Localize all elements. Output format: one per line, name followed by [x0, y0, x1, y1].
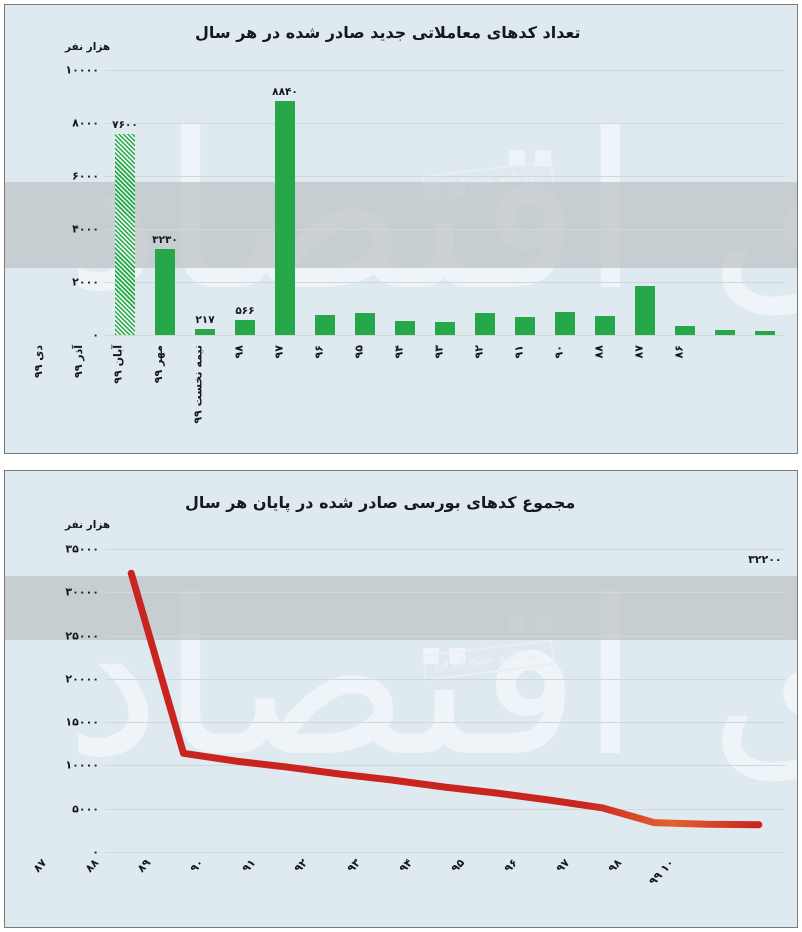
x-axis-tick-label: ۹۵	[448, 856, 468, 876]
gridline	[105, 808, 785, 810]
x-axis-tick-label: ۹۲	[472, 345, 485, 359]
bar	[514, 316, 536, 335]
page-title-line-chart: مجموع کدهای بورسی صادر شده در پایان هر س…	[185, 493, 576, 512]
gridline	[105, 549, 785, 550]
gridline	[105, 335, 785, 336]
x-axis-tick-label: ۹۶	[501, 856, 520, 876]
y-axis-tick-label: ۲۰۰۰	[72, 275, 99, 289]
y-axis-tick-label: ۲۵۰۰۰	[65, 629, 99, 643]
x-axis-tick-label: ۹۰	[187, 856, 206, 876]
y-axis-tick-label: ۳۰۰۰۰	[65, 585, 99, 599]
x-axis-tick-label: ۹۴	[392, 345, 405, 359]
gridline	[105, 176, 785, 177]
x-axis-tick-label: ۹۲	[291, 856, 311, 876]
bar-value-label: ۵۶۶	[235, 305, 255, 317]
x-axis-tick-label: ۹۷	[553, 856, 573, 876]
x-axis-tick-label: ۱۰ ۹۹	[646, 856, 677, 888]
x-axis-tick-label: ۸۷	[632, 345, 645, 359]
gridline	[105, 592, 785, 594]
x-axis-tick-label: ۸۶	[672, 345, 685, 359]
x-axis-tick-label: مهر ۹۹	[152, 345, 165, 384]
x-axis-tick-label: ۸۸	[592, 345, 605, 359]
bar	[274, 100, 296, 335]
bar	[354, 313, 376, 335]
line-chart-panel: دنیای اقتصاد روزنامه صبح ایران مجموع کده…	[4, 470, 798, 928]
bar	[394, 321, 416, 335]
line-value-label: ۳۲۲۰۰	[748, 553, 782, 567]
bar	[154, 249, 176, 335]
gridline	[105, 678, 785, 680]
y-axis-tick-label: ۵۰۰۰	[72, 802, 99, 816]
bar	[314, 315, 336, 335]
bar-value-label: ۷۶۰۰	[112, 118, 138, 131]
y-axis-tick-label: ۰	[92, 845, 99, 859]
x-axis-tick-label: ۸۹	[134, 856, 154, 876]
x-axis-tick-label: آذر ۹۹	[72, 345, 85, 379]
x-axis-tick-label: ۹۱	[239, 856, 259, 876]
bar	[594, 315, 616, 335]
x-axis-tick-label: ۹۱	[512, 345, 525, 359]
x-axis-tick-label: دی ۹۹	[32, 345, 45, 378]
y-axis-tick-label: ۱۰۰۰۰	[65, 63, 99, 77]
y-axis-tick-label: ۱۵۰۰۰	[65, 715, 99, 729]
bar	[114, 133, 136, 335]
line-series	[127, 569, 763, 829]
x-axis-tick-label: ۹۰	[552, 345, 565, 359]
y-axis-unit-line: هزار نفر	[65, 519, 111, 531]
bar	[434, 322, 456, 335]
bar	[674, 325, 696, 335]
gridline	[105, 123, 785, 124]
x-axis-tick-label: آبان ۹۹	[112, 345, 125, 384]
y-axis-tick-label: ۱۰۰۰۰	[65, 758, 99, 772]
shaded-band	[5, 182, 797, 268]
gridline	[105, 70, 785, 71]
gridline	[105, 852, 785, 853]
y-axis-tick-label: ۸۰۰۰	[72, 116, 99, 130]
bar-value-label: ۲۱۷	[195, 314, 215, 327]
bar-value-label: ۳۲۳۰	[152, 234, 178, 247]
x-axis-tick-label: نیمه نخست ۹۹	[192, 345, 205, 424]
gridline	[105, 722, 785, 724]
gridline	[105, 282, 785, 283]
page-title-bar-chart: تعداد کدهای معاملاتی جدید صادر شده در هر…	[195, 23, 581, 42]
bar	[714, 329, 736, 335]
y-axis-tick-label: ۴۰۰۰	[72, 222, 99, 236]
gridline	[105, 635, 785, 637]
x-axis-tick-label: ۹۳	[344, 856, 363, 876]
x-axis-tick-label: ۹۳	[432, 345, 445, 359]
y-axis-unit-bar: هزار نفر	[65, 41, 111, 53]
x-axis-tick-label: ۹۶	[312, 345, 325, 359]
x-axis-tick-label: ۹۸	[232, 345, 245, 359]
bar-value-label: ۸۸۴۰	[272, 85, 298, 98]
y-axis-tick-label: ۰	[92, 328, 99, 342]
gridline	[105, 229, 785, 230]
line-plot-area: ۰ ۵۰۰۰ ۱۰۰۰۰ ۱۵۰۰۰ ۲۰۰۰۰ ۲۵۰۰۰ ۳۰۰۰۰ ۳۵۰۰۰ ۳۲۲۰۰	[65, 543, 785, 859]
x-axis-tick-label: ۹۴	[396, 856, 416, 876]
bar	[474, 312, 496, 335]
y-axis-tick-label: ۲۰۰۰۰	[65, 672, 99, 686]
x-axis-tick-label: ۹۷	[272, 345, 285, 359]
bar	[754, 331, 776, 335]
gridline	[105, 765, 785, 767]
x-axis-tick-label: ۹۸	[605, 856, 625, 876]
bar-chart-panel: دنیای اقتصاد روزنامه صبح ایران تعداد کده…	[4, 4, 798, 454]
y-axis-tick-label: ۳۵۰۰۰	[65, 542, 99, 556]
bar	[554, 312, 576, 335]
bar	[634, 285, 656, 335]
y-axis-tick-label: ۶۰۰۰	[72, 169, 99, 183]
bar	[234, 320, 256, 335]
x-axis-tick-label: ۹۵	[352, 345, 365, 359]
x-axis-tick-label: ۸۸	[82, 856, 102, 876]
x-axis-tick-label: ۸۷	[30, 856, 49, 876]
bar	[194, 329, 216, 335]
bar-plot-area: ۰ ۲۰۰۰ ۴۰۰۰ ۶۰۰۰ ۸۰۰۰ ۱۰۰۰۰ ۸۸۴۰ ۵۶۶ ۲۱۷ ۳۲۳۰ ۷۶۰۰	[65, 64, 785, 342]
